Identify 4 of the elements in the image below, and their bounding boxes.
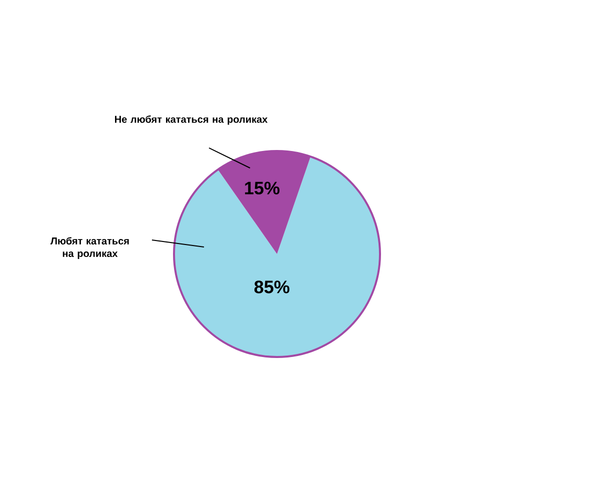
data-label: 85%	[254, 280, 290, 294]
data-label: 15%	[245, 182, 280, 194]
slice-label: Не любят кататься на роликах	[115, 115, 268, 125]
slice-label: Любят кататься на роликах	[50, 237, 129, 259]
